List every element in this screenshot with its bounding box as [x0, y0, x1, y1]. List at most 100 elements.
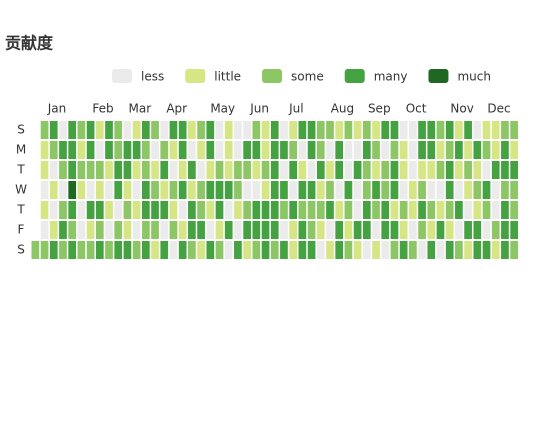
day-cell	[49, 121, 58, 139]
day-cell	[160, 141, 169, 159]
month-label: Mar	[129, 102, 152, 116]
day-cell	[316, 241, 325, 259]
day-cell	[169, 161, 178, 179]
day-cell	[40, 161, 49, 179]
day-cell	[188, 121, 196, 139]
day-cell	[224, 201, 233, 219]
day-cell	[501, 221, 509, 239]
day-cell	[501, 161, 509, 179]
day-cell	[197, 241, 205, 259]
day-cell	[473, 241, 482, 259]
day-cell	[344, 241, 353, 259]
day-cell	[77, 161, 86, 179]
day-cell	[307, 161, 316, 179]
day-cell	[399, 221, 408, 239]
day-cell	[169, 141, 178, 159]
day-cell	[123, 221, 132, 239]
day-cell	[141, 161, 150, 179]
day-cell	[132, 201, 141, 219]
month-label: Jul	[288, 102, 303, 116]
legend-label: little	[214, 70, 241, 84]
day-cell	[252, 181, 261, 199]
day-cell	[445, 121, 454, 139]
day-cell	[270, 241, 279, 259]
day-cell	[234, 201, 242, 219]
legend-label: some	[291, 70, 324, 84]
day-cell	[280, 121, 288, 139]
day-cell	[491, 201, 500, 219]
day-cell	[418, 221, 426, 239]
day-cell	[252, 221, 261, 239]
day-cell	[280, 221, 288, 239]
day-cell	[289, 201, 298, 219]
day-cell	[160, 121, 169, 139]
day-cell	[335, 161, 344, 179]
day-cell	[114, 201, 123, 219]
day-cell	[68, 221, 77, 239]
day-cell	[510, 141, 518, 159]
day-cell	[473, 141, 482, 159]
day-cell	[178, 221, 187, 239]
day-cell	[77, 241, 86, 259]
day-cell	[298, 221, 307, 239]
day-cell	[270, 221, 279, 239]
day-cell	[197, 121, 205, 139]
day-cell	[169, 121, 178, 139]
day-cell	[234, 141, 242, 159]
day-cell	[252, 201, 261, 219]
day-cell	[326, 221, 334, 239]
day-cell	[491, 141, 500, 159]
day-cell	[335, 121, 344, 139]
day-cell	[188, 201, 196, 219]
day-cell	[335, 181, 344, 199]
day-cell	[316, 181, 325, 199]
day-cell	[455, 201, 463, 219]
month-label: Jun	[249, 102, 269, 116]
day-cell	[86, 181, 95, 199]
day-cell	[381, 181, 390, 199]
day-cell	[464, 221, 472, 239]
day-cell	[307, 201, 316, 219]
day-cell	[390, 161, 399, 179]
day-cell	[491, 181, 500, 199]
day-cell	[86, 161, 95, 179]
day-cell	[270, 121, 279, 139]
day-cell	[298, 241, 307, 259]
day-cell	[280, 181, 288, 199]
day-cell	[243, 201, 251, 219]
month-label: Apr	[166, 102, 187, 116]
day-cell	[501, 241, 509, 259]
day-cell	[224, 221, 233, 239]
day-cell	[510, 241, 518, 259]
day-cell	[141, 141, 150, 159]
day-cell	[362, 241, 371, 259]
day-cell	[151, 241, 159, 259]
day-cell	[261, 141, 270, 159]
day-cell	[326, 181, 334, 199]
day-cell	[482, 201, 491, 219]
day-cell	[95, 241, 104, 259]
day-cell	[353, 161, 362, 179]
day-cell	[390, 121, 399, 139]
day-cell	[501, 181, 509, 199]
day-cell	[68, 241, 77, 259]
day-cell	[427, 241, 436, 259]
day-cell	[243, 121, 251, 139]
day-cell	[427, 201, 436, 219]
day-cell	[132, 181, 141, 199]
day-cell	[316, 221, 325, 239]
legend-label: less	[141, 70, 164, 84]
day-cell	[261, 241, 270, 259]
day-cell	[510, 161, 518, 179]
day-cell	[372, 121, 380, 139]
day-cell	[390, 201, 399, 219]
day-cell	[473, 181, 482, 199]
month-label: Sep	[368, 102, 391, 116]
day-cell	[409, 141, 417, 159]
day-cell	[418, 141, 426, 159]
day-cell	[188, 141, 196, 159]
day-cell	[335, 141, 344, 159]
day-cell	[344, 141, 353, 159]
day-cell	[68, 121, 77, 139]
day-cell	[77, 201, 86, 219]
